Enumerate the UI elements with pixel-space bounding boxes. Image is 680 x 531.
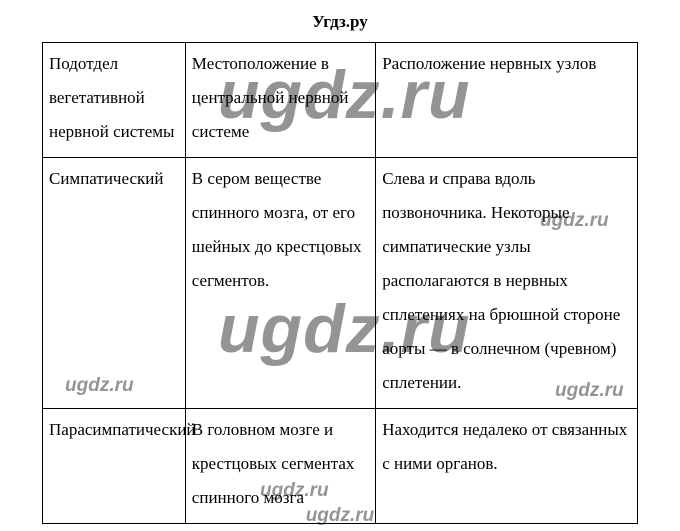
table-cell: Слева и справа вдоль позвоночника. Некот… (376, 158, 638, 409)
table-header-cell: Подотдел вегетативной нервной системы (43, 43, 186, 158)
table-row: Симпатический В сером веществе спинного … (43, 158, 638, 409)
table-cell: Симпатический (43, 158, 186, 409)
table-row: Подотдел вегетативной нервной системы Ме… (43, 43, 638, 158)
page-title: Угдз.ру (42, 12, 638, 32)
footer-link: ugdz.ru (0, 505, 680, 527)
table-cell: В сером веществе спинного мозга, от его … (185, 158, 375, 409)
table-header-cell: Местоположение в центральной нервной сис… (185, 43, 375, 158)
comparison-table: Подотдел вегетативной нервной системы Ме… (42, 42, 638, 524)
table-header-cell: Расположение нервных узлов (376, 43, 638, 158)
